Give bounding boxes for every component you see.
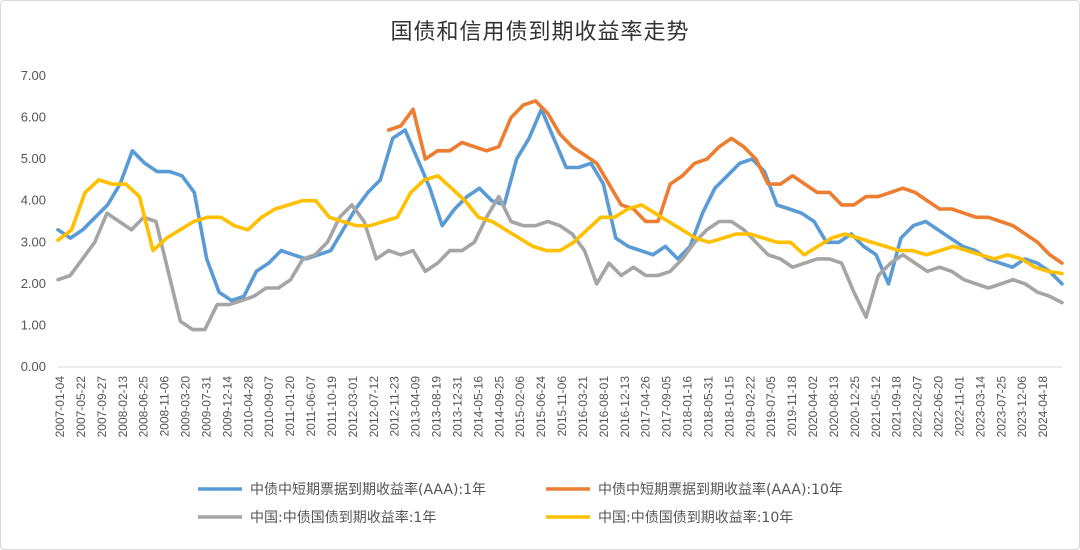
y-tick-label: 3.00 [21, 234, 46, 249]
x-tick-label: 2008-06-25 [137, 376, 151, 438]
x-tick-label: 2017-09-05 [660, 376, 674, 438]
x-tick-label: 2013-04-09 [409, 376, 423, 438]
x-tick-label: 2018-05-31 [701, 376, 715, 438]
x-tick-label: 2023-07-25 [994, 376, 1008, 438]
x-tick-label: 2013-08-19 [430, 376, 444, 438]
x-tick-label: 2010-09-07 [262, 376, 276, 438]
x-tick-label: 2016-12-13 [618, 376, 632, 438]
x-tick-label: 2009-03-20 [179, 376, 193, 438]
x-tick-label: 2015-06-24 [534, 376, 548, 438]
y-tick-label: 0.00 [21, 359, 46, 374]
x-tick-label: 2007-09-27 [95, 376, 109, 438]
x-tick-label: 2018-01-16 [681, 376, 695, 438]
legend-label: 中国:中债国债到期收益率:10年 [598, 509, 793, 526]
x-tick-label: 2011-01-20 [283, 376, 297, 437]
y-tick-label: 1.00 [21, 317, 46, 332]
x-tick-label: 2019-07-05 [764, 376, 778, 438]
x-tick-label: 2016-08-01 [597, 376, 611, 438]
series-line-4 [56, 174, 1064, 276]
x-tick-label: 2019-11-18 [785, 376, 799, 437]
x-tick-label: 2022-02-07 [911, 376, 925, 438]
legend-label: 中债中短期票据到期收益率(AAA):10年 [598, 481, 843, 498]
x-tick-label: 2015-11-06 [555, 376, 569, 437]
x-tick-label: 2021-05-12 [869, 376, 883, 438]
x-tick-label: 2014-05-16 [471, 376, 485, 438]
x-tick-label: 2008-02-13 [116, 376, 130, 438]
y-tick-label: 2.00 [21, 276, 46, 291]
y-tick-label: 6.00 [21, 110, 46, 125]
x-tick-label: 2016-03-21 [576, 376, 590, 438]
x-tick-label: 2007-05-22 [74, 376, 88, 438]
axes: 0.00 1.00 2.00 3.00 4.00 5.00 6.00 7.00 2007-01-… [21, 68, 1062, 437]
x-tick-label: 2012-11-23 [388, 376, 402, 437]
x-tick-label: 2012-03-01 [346, 376, 360, 438]
x-tick-label: 2020-04-02 [806, 376, 820, 438]
legend-label: 中债中短期票据到期收益率(AAA):1年 [250, 481, 486, 498]
x-tick-label: 2010-04-28 [241, 376, 255, 438]
x-tick-label: 2019-02-22 [743, 376, 757, 438]
legend: 中债中短期票据到期收益率(AAA):1年 中债中短期票据到期收益率(AAA):10… [198, 481, 843, 526]
x-tick-label: 2012-07-12 [367, 376, 381, 438]
x-tick-label: 2023-03-14 [973, 376, 987, 438]
legend-label: 中国:中债国债到期收益率:1年 [250, 509, 436, 526]
series-line-1 [56, 107, 1064, 303]
x-tick-label: 2022-06-20 [932, 376, 946, 438]
x-tick-label: 2014-09-25 [492, 376, 506, 438]
x-tick-label: 2009-07-31 [199, 376, 213, 438]
x-tick-label: 2020-12-25 [848, 376, 862, 438]
chart-title: 国债和信用债到期收益率走势 [390, 20, 690, 45]
x-tick-label: 2017-04-26 [639, 376, 653, 438]
y-tick-label: 4.00 [21, 193, 46, 208]
series-line-3 [56, 194, 1064, 332]
x-tick-label: 2009-12-14 [220, 376, 234, 438]
x-tick-label: 2018-10-15 [722, 376, 736, 438]
x-tick-label: 2011-10-19 [325, 376, 339, 437]
y-tick-label: 7.00 [21, 68, 46, 83]
x-tick-label: 2011-06-07 [304, 376, 318, 437]
x-tick-label: 2024-04-18 [1036, 376, 1050, 438]
x-tick-label: 2021-09-18 [890, 376, 904, 438]
x-tick-label: 2007-01-04 [53, 376, 67, 438]
x-tick-label: 2008-11-06 [158, 376, 172, 437]
y-tick-label: 5.00 [21, 151, 46, 166]
x-tick-label: 2015-02-06 [513, 376, 527, 438]
series-line-2 [386, 99, 1064, 265]
x-tick-label: 2013-12-31 [450, 376, 464, 438]
series-lines [56, 99, 1064, 332]
x-tick-label: 2020-08-13 [827, 376, 841, 438]
x-tick-label: 2022-11-01 [952, 376, 966, 437]
x-tick-label: 2023-12-06 [1015, 376, 1029, 438]
